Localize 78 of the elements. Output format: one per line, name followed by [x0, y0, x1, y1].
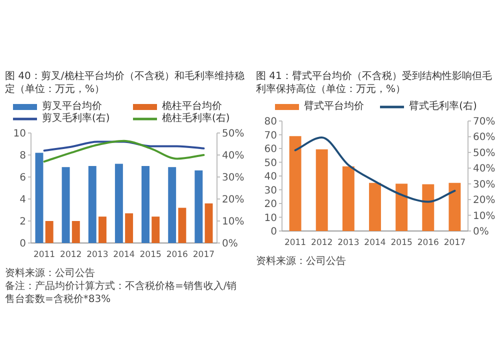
legend-label: 臂式毛利率(右)	[409, 101, 477, 113]
line-series	[43, 140, 205, 163]
bar	[204, 203, 213, 243]
x-tick-label: 2016	[417, 238, 439, 248]
y2-tick-label: 0%	[222, 238, 238, 250]
bar	[342, 166, 354, 231]
y-tick-label: 6	[20, 172, 26, 184]
y-tick-label: 10	[13, 128, 26, 140]
bar	[448, 182, 461, 231]
bar	[168, 167, 176, 243]
bar	[62, 167, 70, 243]
legend-label: 剪叉平台均价	[42, 101, 102, 112]
text: 资料来源：公司公告	[255, 255, 347, 268]
x-tick-label: 2013	[86, 250, 108, 260]
line-series	[43, 140, 205, 152]
y2-tick-label: 20%	[222, 194, 244, 206]
y-tick-label: 0	[270, 226, 277, 238]
x-tick-label: 2015	[140, 250, 162, 260]
bar	[289, 136, 302, 231]
x-tick-label: 2012	[60, 250, 82, 260]
x-tick-label: 2011	[33, 250, 56, 260]
bar	[114, 164, 123, 243]
y-tick-label: 30	[264, 185, 277, 196]
bar	[45, 221, 54, 243]
y2-tick-label: 70%	[473, 116, 496, 128]
x-tick-label: 2011	[284, 238, 306, 248]
y2-tick-label: 20%	[473, 195, 496, 206]
y2-tick-label: 40%	[473, 164, 496, 175]
y2-tick-label: 40%	[222, 150, 244, 162]
text: 备注：产品均价计算方式：不含税价格=销售收入/销售台套数=含税价*83%	[4, 280, 238, 306]
bar	[142, 166, 150, 243]
bar	[35, 152, 44, 243]
y-tick-label: 4	[20, 194, 26, 206]
x-tick-label: 2012	[311, 238, 333, 248]
bar	[125, 213, 134, 243]
y2-tick-label: 50%	[473, 148, 496, 159]
bar	[98, 216, 106, 243]
y-tick-label: 2	[20, 216, 26, 228]
x-tick-label: 2014	[364, 238, 386, 248]
y-tick-label: 0	[20, 238, 26, 250]
x-tick-label: 2013	[338, 238, 360, 248]
bar	[194, 170, 203, 243]
y2-tick-label: 10%	[222, 216, 244, 228]
bar	[369, 182, 381, 231]
bar	[72, 221, 80, 243]
bar	[152, 216, 160, 243]
y-tick-label: 8	[20, 150, 26, 162]
bar	[178, 208, 186, 243]
legend-label: 剪叉毛利率(右)	[42, 113, 110, 125]
bar	[396, 184, 408, 231]
text: 资料来源：公司公告	[4, 267, 96, 280]
x-tick-label: 2015	[390, 238, 412, 248]
bar	[422, 184, 434, 231]
y-tick-label: 40	[264, 172, 277, 182]
y-tick-label: 70	[264, 130, 277, 142]
x-tick-label: 2014	[113, 250, 135, 260]
x-tick-label: 2017	[192, 250, 215, 260]
y2-tick-label: 10%	[473, 210, 496, 222]
y-tick-label: 80	[264, 116, 277, 128]
y2-tick-label: 30%	[222, 172, 244, 184]
y2-tick-label: 30%	[473, 179, 496, 190]
y2-tick-label: 0%	[473, 226, 489, 238]
x-tick-label: 2017	[444, 238, 466, 248]
bar	[316, 149, 328, 231]
bar	[88, 166, 96, 243]
y2-tick-label: 50%	[222, 128, 244, 140]
y-tick-label: 50	[264, 158, 277, 169]
legend-label: 桅柱毛利率(右)	[162, 113, 230, 125]
line-series	[294, 136, 456, 203]
legend-label: 桅柱平台均价	[162, 101, 222, 112]
y-tick-label: 60	[264, 144, 277, 155]
x-tick-label: 2016	[166, 250, 188, 260]
legend-label: 臂式平台均价	[304, 101, 364, 113]
y2-tick-label: 60%	[473, 132, 496, 144]
y-tick-label: 20	[264, 199, 277, 210]
chart-title: 图 41：臂式平台均价（不含税）受到结构性影响但毛利率保持高位（单位：万元，%）	[255, 70, 493, 97]
y-tick-label: 10	[264, 212, 277, 224]
chart-title: 图 40：剪叉/桅柱平台均价（不含税）和毛利率维持稳定（单位：万元，%）	[4, 70, 246, 97]
